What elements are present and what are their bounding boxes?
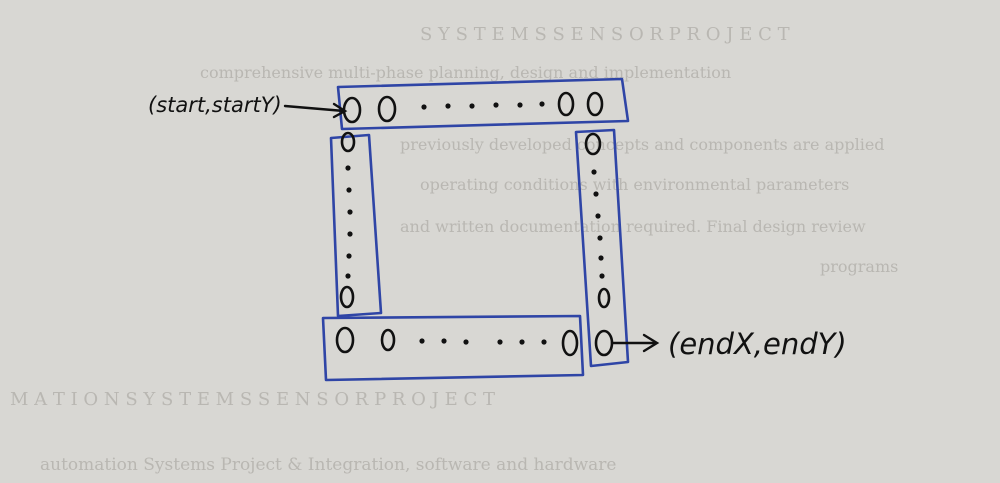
left-column-rect	[329, 133, 383, 318]
cell	[340, 131, 356, 153]
bleed-line: comprehensive multi-phase planning, desi…	[200, 63, 731, 82]
cell	[339, 285, 355, 309]
bleed-through-text: S Y S T E M S S E N S O R P R O J E C T …	[10, 24, 898, 475]
bleed-line: operating conditions with environmental …	[420, 175, 849, 194]
end-arrowhead	[642, 333, 660, 353]
end-label: (endX,endY)	[668, 327, 847, 361]
top-band-rect	[336, 77, 630, 131]
cell	[561, 329, 579, 357]
cell	[586, 91, 604, 117]
cell	[584, 132, 602, 156]
cell	[557, 91, 575, 117]
right-dots	[591, 169, 605, 279]
right-column-rect	[574, 128, 630, 368]
bottom-band-rect	[321, 314, 585, 382]
start-arrow	[283, 104, 346, 113]
cell	[380, 328, 396, 352]
bleed-line: M A T I O N S Y S T E M S S E N S O R P …	[10, 389, 495, 410]
bleed-line: and written documentation required. Fina…	[400, 217, 866, 236]
bleed-line: S Y S T E M S S E N S O R P R O J E C T	[420, 24, 790, 45]
start-arrowhead	[332, 102, 348, 119]
bleed-line: previously developed concepts and compon…	[400, 135, 885, 154]
cell-end	[594, 329, 614, 357]
cell	[597, 287, 611, 309]
cell-start	[342, 96, 362, 124]
bottom-dots	[419, 338, 547, 345]
left-dots	[345, 165, 353, 279]
bleed-line: automation Systems Project & Integration…	[40, 455, 616, 475]
start-label: (start,startY)	[148, 93, 282, 117]
cell	[377, 95, 397, 123]
cell	[335, 326, 355, 354]
bleed-line: programs	[820, 257, 898, 276]
top-dots	[421, 101, 545, 110]
